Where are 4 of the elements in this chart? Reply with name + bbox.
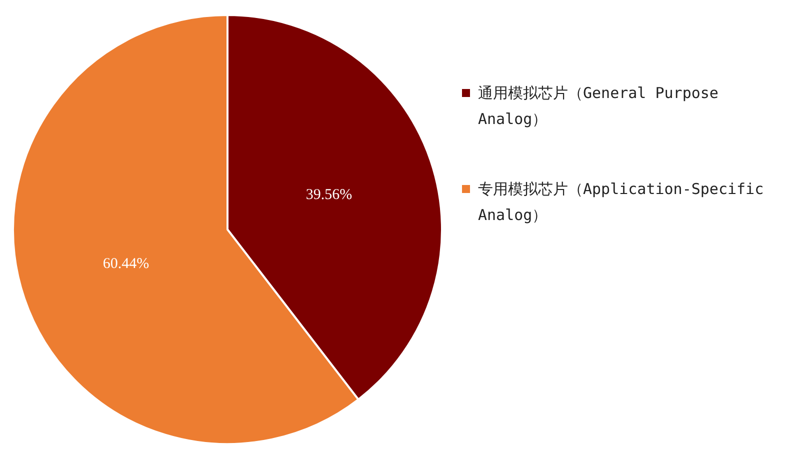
- data-label: 39.56%: [306, 186, 352, 203]
- legend-label: 专用模拟芯片（Application-Specific Analog）: [478, 179, 765, 226]
- data-label: 60.44%: [102, 256, 150, 272]
- legend-label: 通用模拟芯片（General Purpose Analog）: [478, 83, 720, 130]
